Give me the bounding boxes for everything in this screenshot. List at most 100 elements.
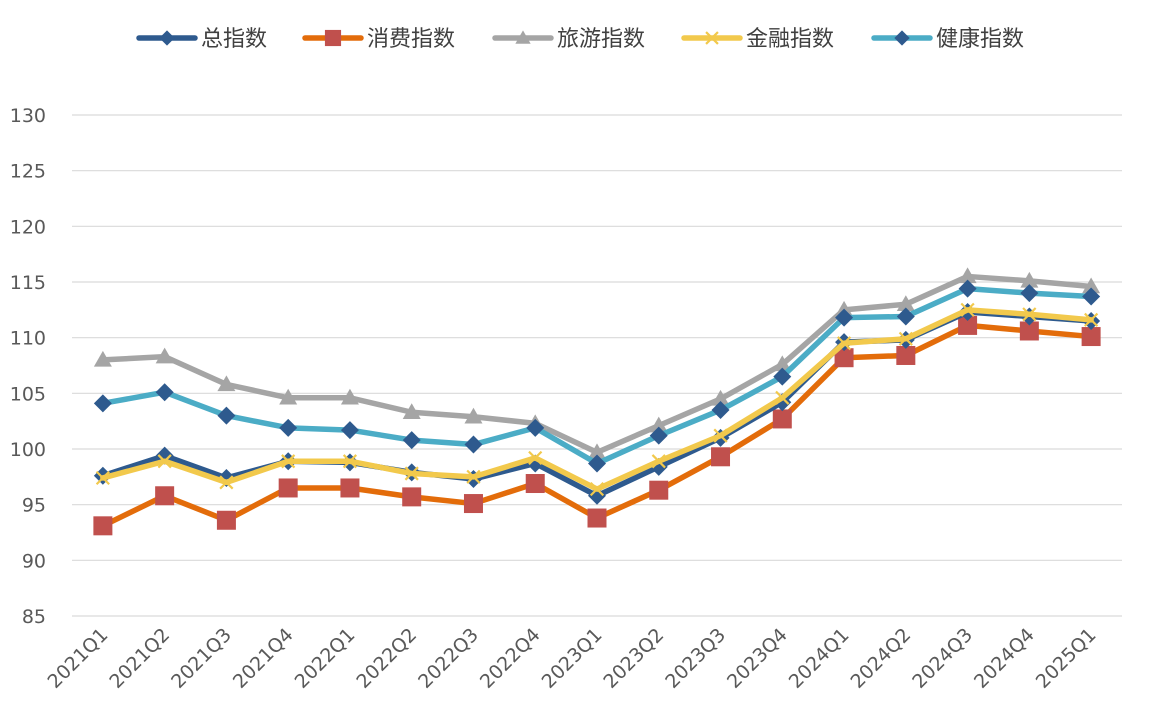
data-point-3-2023Q4 xyxy=(775,390,790,405)
data-point-4-2024Q4 xyxy=(1020,284,1039,303)
y-tick-label-125: 125 xyxy=(10,161,46,183)
data-point-4-2021Q4 xyxy=(279,418,298,437)
x-tick-label-2023Q2: 2023Q2 xyxy=(599,624,668,693)
data-point-1-2024Q2 xyxy=(896,345,916,365)
legend-label-1: 消费指数 xyxy=(367,27,455,52)
data-point-2-2021Q4 xyxy=(279,388,298,405)
series-4-group xyxy=(93,279,1101,473)
data-point-4-2021Q3 xyxy=(217,406,236,425)
x-tick-label-2021Q4: 2021Q4 xyxy=(229,624,298,693)
x-tick-label-2025Q1: 2025Q1 xyxy=(1032,624,1101,693)
data-point-4-2022Q1 xyxy=(340,421,359,440)
data-point-3-2025Q1 xyxy=(1084,312,1099,327)
legend-label-0: 总指数 xyxy=(201,27,267,52)
data-point-2-2022Q1 xyxy=(340,388,359,405)
data-point-2-2023Q2 xyxy=(649,416,668,433)
x-tick-label-2021Q3: 2021Q3 xyxy=(167,624,236,693)
data-point-3-2023Q2 xyxy=(651,454,666,469)
data-point-3-2024Q2 xyxy=(898,331,913,346)
data-point-2-2024Q2 xyxy=(896,295,915,312)
gridlines xyxy=(72,114,1122,617)
data-point-4-2022Q2 xyxy=(402,431,421,450)
data-point-3-2021Q1 xyxy=(95,470,110,486)
legend-item-3: 金融指数 xyxy=(681,27,834,52)
data-point-2-2021Q3 xyxy=(217,375,236,392)
series-1-group xyxy=(93,315,1101,536)
data-point-3-2021Q2 xyxy=(157,454,172,469)
legend-item-0: 总指数 xyxy=(136,27,267,52)
legend-label-4: 健康指数 xyxy=(936,27,1024,52)
data-point-1-2022Q3 xyxy=(463,494,483,514)
y-tick-label-105: 105 xyxy=(10,383,46,405)
legend-label-2: 旅游指数 xyxy=(557,27,645,52)
y-tick-label-100: 100 xyxy=(10,439,46,461)
data-point-1-2021Q3 xyxy=(216,510,236,530)
data-point-4-2023Q2 xyxy=(649,426,668,445)
legend-swatch-marker-0 xyxy=(159,30,175,46)
data-point-2-2025Q1 xyxy=(1082,277,1101,294)
x-tick-label-2023Q4: 2023Q4 xyxy=(723,624,792,693)
y-tick-label-95: 95 xyxy=(22,495,46,517)
x-axis-ticks: 2021Q12021Q22021Q32021Q42022Q12022Q22022… xyxy=(44,624,1101,693)
legend: 总指数 消费指数 旅游指数 金融指数 健康指数 xyxy=(136,27,1024,52)
x-tick-label-2024Q3: 2024Q3 xyxy=(908,624,977,693)
series-3-group xyxy=(95,302,1099,497)
data-point-4-2023Q3 xyxy=(711,401,730,420)
legend-item-1: 消费指数 xyxy=(302,27,455,52)
legend-item-4: 健康指数 xyxy=(871,27,1024,52)
data-point-1-2021Q4 xyxy=(278,478,298,498)
x-tick-label-2021Q2: 2021Q2 xyxy=(105,624,174,693)
y-tick-label-115: 115 xyxy=(10,272,46,294)
data-point-3-2024Q4 xyxy=(1022,307,1037,322)
x-tick-label-2022Q1: 2022Q1 xyxy=(291,624,360,693)
y-axis-ticks: 85 90 95 100 105 110 115 120 125 130 xyxy=(10,105,46,628)
data-point-1-2022Q1 xyxy=(340,478,360,498)
data-point-3-2021Q3 xyxy=(219,475,234,490)
data-point-1-2022Q2 xyxy=(402,487,422,507)
data-point-1-2023Q1 xyxy=(587,508,607,528)
legend-swatch-marker-2 xyxy=(515,30,531,44)
data-point-1-2021Q1 xyxy=(93,516,113,536)
x-tick-label-2024Q4: 2024Q4 xyxy=(970,624,1039,693)
data-point-1-2021Q2 xyxy=(155,486,175,506)
data-point-4-2022Q3 xyxy=(464,435,483,454)
data-point-3-2021Q4 xyxy=(281,454,296,469)
data-point-4-2024Q3 xyxy=(958,279,977,298)
x-tick-label-2024Q2: 2024Q2 xyxy=(846,624,915,693)
data-point-3-2023Q3 xyxy=(713,428,728,443)
data-point-4-2023Q1 xyxy=(588,454,606,473)
x-tick-label-2023Q3: 2023Q3 xyxy=(661,624,730,693)
data-point-2-2023Q1 xyxy=(588,443,606,460)
data-point-2-2021Q1 xyxy=(93,350,112,367)
data-point-1-2024Q1 xyxy=(834,348,854,368)
data-point-3-2022Q1 xyxy=(342,454,358,469)
data-point-2-2022Q3 xyxy=(464,407,483,424)
data-point-1-2022Q4 xyxy=(525,474,545,494)
data-point-1-2023Q4 xyxy=(772,409,792,429)
data-point-3-2023Q1 xyxy=(589,482,605,497)
series-line-4 xyxy=(100,285,1094,467)
data-point-4-2023Q4 xyxy=(773,367,792,386)
x-tick-label-2022Q3: 2022Q3 xyxy=(414,624,483,693)
x-tick-label-2023Q1: 2023Q1 xyxy=(538,624,607,693)
y-tick-label-130: 130 xyxy=(10,105,46,127)
series-2-group xyxy=(93,267,1101,460)
y-tick-label-90: 90 xyxy=(22,550,46,572)
data-point-3-2024Q3 xyxy=(960,302,975,317)
data-point-4-2025Q1 xyxy=(1082,287,1101,306)
x-tick-label-2022Q4: 2022Q4 xyxy=(476,624,545,693)
data-point-3-2022Q2 xyxy=(404,466,419,481)
y-tick-label-85: 85 xyxy=(22,606,46,628)
data-point-1-2023Q3 xyxy=(711,447,731,467)
data-point-4-2021Q2 xyxy=(155,383,174,402)
data-point-3-2022Q3 xyxy=(466,469,481,484)
legend-label-3: 金融指数 xyxy=(746,27,834,52)
y-tick-label-110: 110 xyxy=(10,328,46,350)
data-point-2-2024Q4 xyxy=(1020,271,1039,288)
data-point-4-2024Q2 xyxy=(896,307,915,326)
data-point-1-2025Q1 xyxy=(1081,327,1101,347)
data-point-2-2023Q4 xyxy=(773,355,792,372)
data-point-4-2022Q4 xyxy=(526,418,545,437)
